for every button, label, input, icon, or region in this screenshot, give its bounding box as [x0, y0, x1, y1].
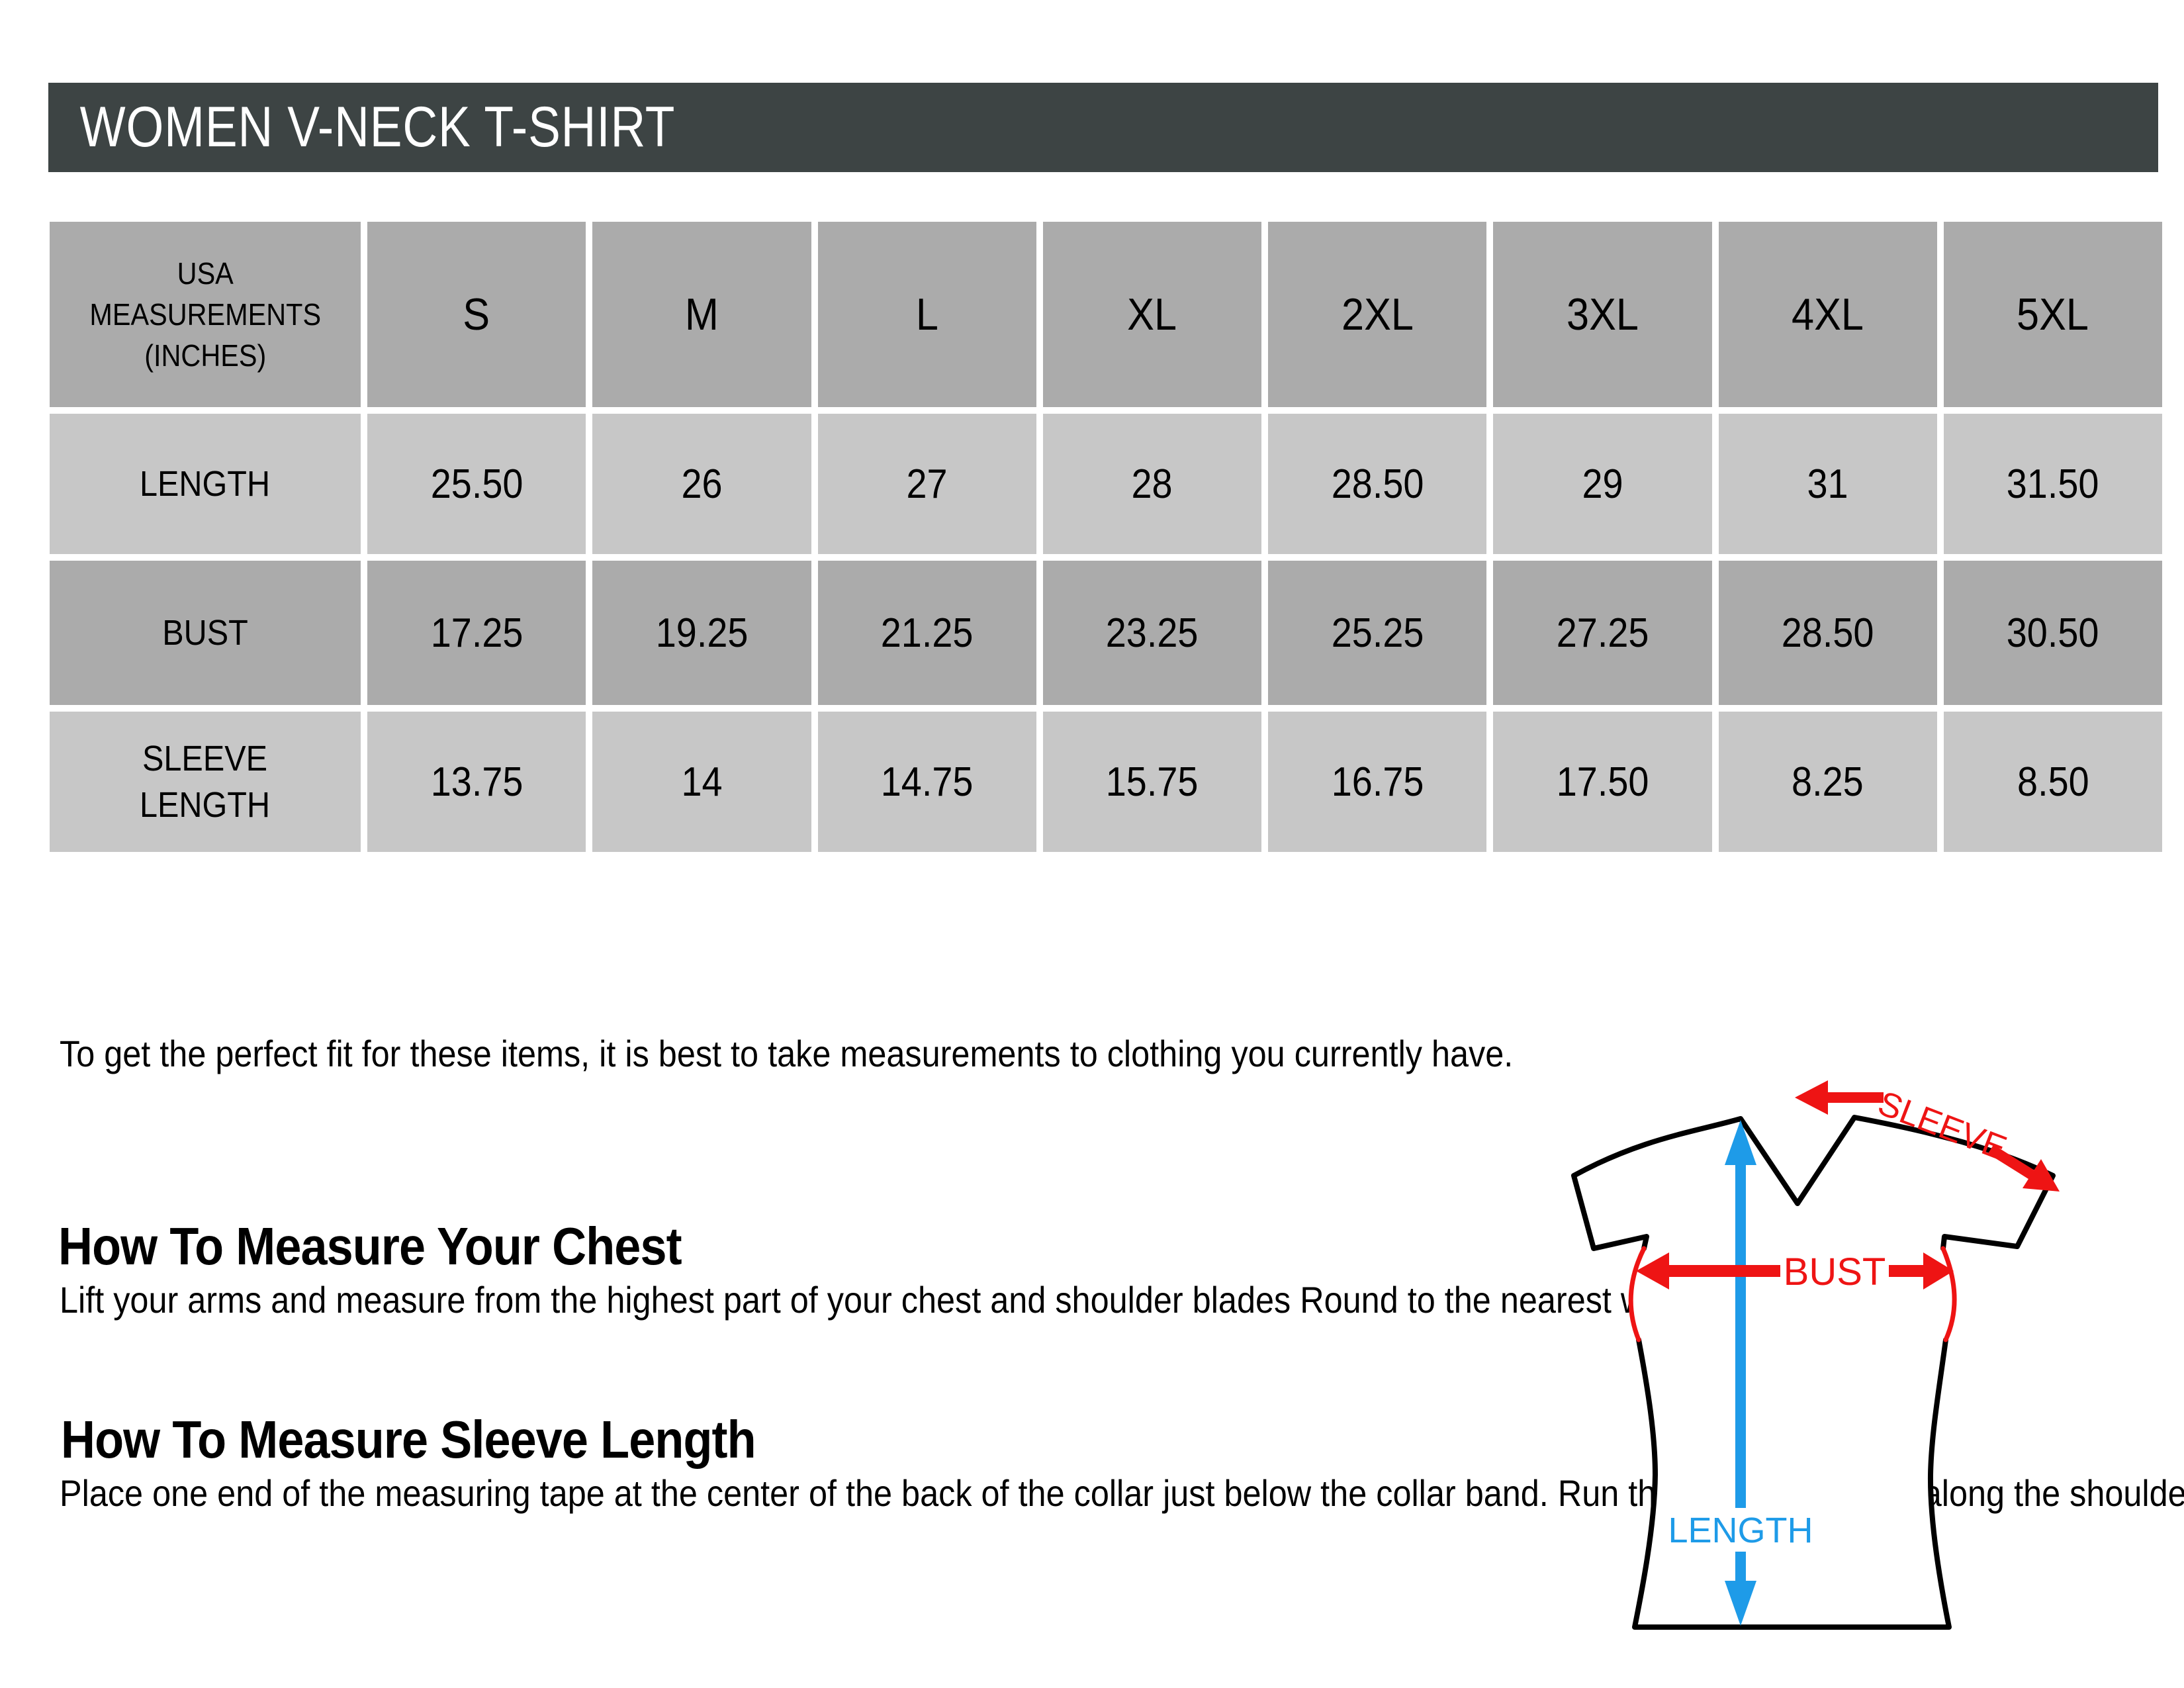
table-cell: 27.25 [1493, 561, 1712, 705]
length-arrowhead-top [1725, 1120, 1756, 1165]
row-label-length: LENGTH [50, 414, 361, 554]
row-label-bust: BUST [50, 561, 361, 705]
table-cell: 15.75 [1042, 712, 1261, 852]
bust-arrowhead-right [1923, 1252, 1954, 1289]
header-bar: WOMEN V-NECK T-SHIRT [48, 83, 2158, 172]
bust-arrow-shaft-left [1666, 1265, 1780, 1277]
table-corner-header: USA MEASUREMENTS (INCHES) [50, 222, 361, 407]
sleeve-arrowhead-left [1795, 1080, 1828, 1115]
heading-measure-sleeve: How To Measure Sleeve Length [61, 1410, 756, 1469]
col-header-4xl: 4XL [1718, 222, 1937, 407]
table-cell: 28.50 [1718, 561, 1937, 705]
table-cell: 30.50 [1943, 561, 2162, 705]
tshirt-silhouette [1574, 1117, 2053, 1627]
table-cell: 28 [1042, 414, 1261, 554]
tshirt-outline-bottom [1632, 1337, 1952, 1630]
col-header-l: L [817, 222, 1036, 407]
table-cell: 13.75 [367, 712, 586, 852]
table-cell: 16.75 [1268, 712, 1487, 852]
bust-arrow-shaft-right [1889, 1265, 1926, 1277]
page-title: WOMEN V-NECK T-SHIRT [79, 95, 676, 159]
sleeve-arrow-shaft-right [1987, 1145, 2036, 1180]
heading-measure-chest: How To Measure Your Chest [58, 1217, 682, 1276]
col-header-2xl: 2XL [1268, 222, 1487, 407]
table-cell: 23.25 [1042, 561, 1261, 705]
col-header-m: M [592, 222, 811, 407]
table-cell: 31.50 [1943, 414, 2162, 554]
table-cell: 19.25 [592, 561, 811, 705]
table-cell: 17.25 [367, 561, 586, 705]
length-label: LENGTH [1668, 1511, 1813, 1550]
body-measure-chest: Lift your arms and measure from the high… [60, 1279, 1838, 1321]
table-cell: 8.50 [1943, 712, 2162, 852]
length-arrowhead-bottom [1725, 1581, 1756, 1626]
bust-curve-left [1628, 1246, 1647, 1342]
col-header-s: S [367, 222, 586, 407]
length-label-backdrop [1666, 1508, 1816, 1552]
table-cell: 14.75 [817, 712, 1036, 852]
table-cell: 17.50 [1493, 712, 1712, 852]
bust-arrowhead-left [1636, 1252, 1669, 1289]
table-cell: 28.50 [1268, 414, 1487, 554]
table-cell: 29 [1493, 414, 1712, 554]
tshirt-measurement-diagram: LENGTH BUST SLEEVE [1571, 1080, 2060, 1630]
sleeve-arrowhead-right [2023, 1159, 2060, 1192]
table-cell: 8.25 [1718, 712, 1937, 852]
bust-arrow: BUST [1636, 1250, 1954, 1293]
table-cell: 26 [592, 414, 811, 554]
col-header-3xl: 3XL [1493, 222, 1712, 407]
bust-curve-right [1940, 1246, 1957, 1342]
table-cell: 25.25 [1268, 561, 1487, 705]
table-cell: 14 [592, 712, 811, 852]
size-table: USA MEASUREMENTS (INCHES) S M L XL 2XL 3… [50, 222, 2162, 852]
table-cell: 27 [817, 414, 1036, 554]
table-cell: 25.50 [367, 414, 586, 554]
intro-paragraph: To get the perfect fit for these items, … [60, 1033, 1514, 1074]
table-cell: 31 [1718, 414, 1937, 554]
bust-label: BUST [1784, 1250, 1886, 1293]
col-header-5xl: 5XL [1943, 222, 2162, 407]
row-label-sleeve-length: SLEEVE LENGTH [50, 712, 361, 852]
col-header-xl: XL [1042, 222, 1261, 407]
table-cell: 21.25 [817, 561, 1036, 705]
sleeve-arrow-shaft-left [1825, 1092, 1884, 1103]
